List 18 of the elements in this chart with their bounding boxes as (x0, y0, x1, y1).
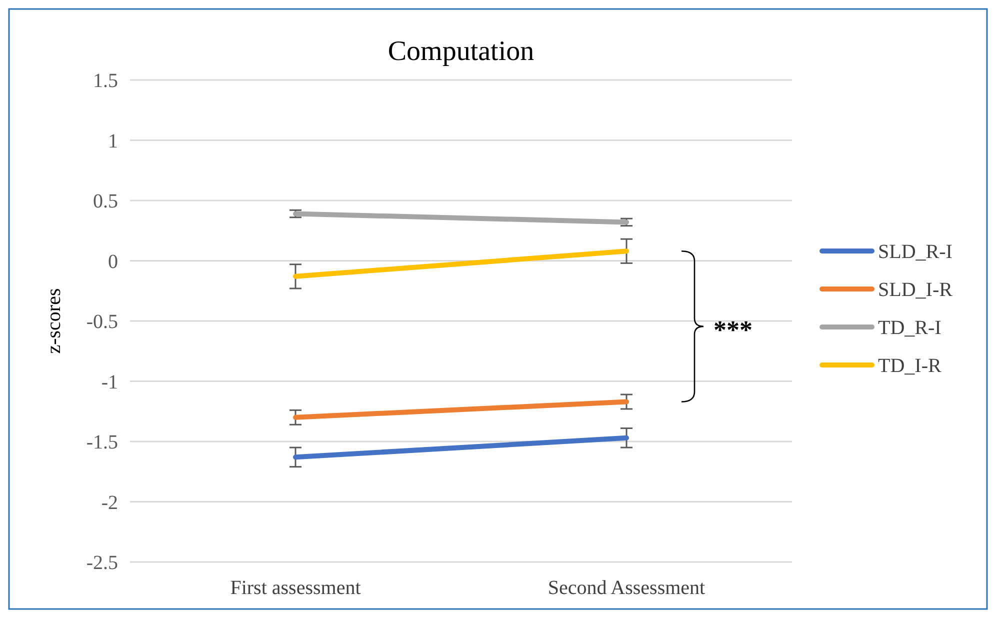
x-tick-label: Second Assessment (548, 577, 706, 599)
y-axis-title: z-scores (43, 288, 65, 354)
y-tick-label: -2 (101, 492, 118, 514)
legend-label: SLD_I-R (878, 279, 954, 301)
legend-label: TD_I-R (878, 355, 942, 377)
y-tick-label: 1 (108, 130, 118, 152)
y-tick-label: -2.5 (86, 552, 118, 574)
annotation: *** (714, 315, 752, 344)
legend-label: TD_R-I (878, 317, 942, 339)
y-tick-label: -0.5 (86, 311, 118, 333)
chart-title: Computation (388, 36, 534, 67)
y-tick-label: 1.5 (93, 70, 118, 92)
x-tick-label: First assessment (230, 577, 362, 599)
y-tick-label: -1.5 (86, 432, 118, 454)
legend-label: SLD_R-I (878, 241, 952, 263)
y-tick-label: -1 (101, 371, 118, 394)
y-tick-label: 0.5 (93, 190, 118, 212)
y-tick-label: 0 (108, 250, 118, 273)
